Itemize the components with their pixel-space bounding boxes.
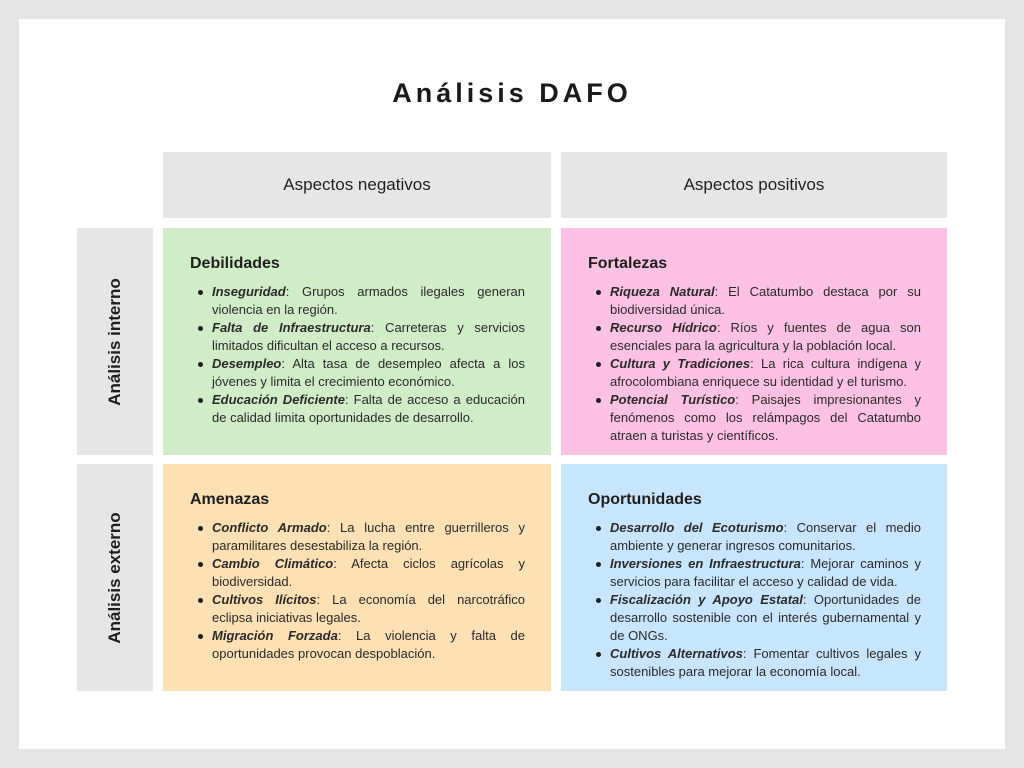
item-term: Desempleo [212, 356, 282, 371]
list-item: Conflicto Armado: La lucha entre guerril… [198, 519, 525, 555]
list-item: Inseguridad: Grupos armados ilegales gen… [198, 283, 525, 319]
quadrant-fortalezas: Fortalezas Riqueza Natural: El Catatumbo… [561, 228, 947, 455]
item-text: : La rica cultura indígena y afrocolombi… [610, 356, 922, 389]
item-text: : Grupos armados ilegales generan violen… [212, 284, 525, 317]
item-text: : Mejorar caminos y servicios para facil… [610, 556, 921, 589]
item-term: Recurso Hídrico [610, 320, 717, 335]
quadrant-title: Debilidades [190, 255, 280, 272]
column-header-positive: Aspectos positivos [561, 152, 947, 218]
row-header-external: Análisis externo [77, 464, 153, 691]
list-item: Cultivos Alternativos: Fomentar cultivos… [596, 645, 921, 681]
item-term: Cultura y Tradiciones [610, 356, 751, 371]
quadrant-title: Fortalezas [588, 255, 668, 272]
item-text: : Carreteras y servicios limitados dific… [212, 320, 525, 353]
list-item: Cambio Climático: Afecta ciclos agrícola… [198, 555, 526, 591]
item-term: Cultivos Alternativos [610, 646, 743, 661]
quadrant-oportunidades: Oportunidades Desarrollo del Ecoturismo:… [561, 464, 947, 691]
item-term: Inseguridad [212, 284, 286, 299]
item-term: Inversiones en Infraestructura [610, 556, 801, 571]
item-list: Desarrollo del Ecoturismo: Conservar el … [588, 519, 921, 681]
list-item: Inversiones en Infraestructura: Mejorar … [596, 555, 921, 591]
item-term: Fiscalización y Apoyo Estatal [610, 592, 803, 607]
item-term: Cambio Climático [212, 556, 334, 571]
item-term: Cultivos Ilícitos [212, 592, 317, 607]
list-item: Desarrollo del Ecoturismo: Conservar el … [596, 519, 921, 555]
list-item: Migración Forzada: La violencia y falta … [198, 627, 525, 663]
list-item: Desempleo: Alta tasa de desempleo afecta… [198, 355, 525, 391]
list-item: Potencial Turístico: Paisajes impresiona… [596, 391, 921, 445]
list-item: Educación Deficiente: Falta de acceso a … [198, 391, 525, 427]
item-list: Conflicto Armado: La lucha entre guerril… [190, 519, 525, 663]
item-text: : El Catatumbo destaca por su biodiversi… [610, 284, 921, 317]
page-title: Análisis DAFO [392, 78, 632, 108]
quadrant-title: Amenazas [190, 491, 270, 508]
column-header-negative: Aspectos negativos [163, 152, 551, 218]
list-item: Cultura y Tradiciones: La rica cultura i… [596, 355, 922, 391]
quadrant-debilidades: Debilidades Inseguridad: Grupos armados … [163, 228, 551, 455]
row-header-internal: Análisis interno [77, 228, 153, 455]
item-term: Desarrollo del Ecoturismo [610, 520, 784, 535]
item-text: : Alta tasa de desempleo afecta a los jó… [212, 356, 525, 389]
item-list: Riqueza Natural: El Catatumbo destaca po… [588, 283, 921, 445]
item-text: : Fomentar cultivos legales y sostenible… [610, 646, 921, 679]
item-text: : La economía del narcotráfico eclipsa i… [212, 592, 525, 625]
item-term: Conflicto Armado [212, 520, 327, 535]
item-text: : La lucha entre guerrilleros y paramili… [212, 520, 525, 553]
item-term: Potencial Turístico [610, 392, 736, 407]
list-item: Cultivos Ilícitos: La economía del narco… [198, 591, 525, 627]
item-term: Migración Forzada [212, 628, 338, 643]
list-item: Recurso Hídrico: Ríos y fuentes de agua … [596, 319, 921, 355]
item-text: : Oportunidades de desarrollo sostenible… [610, 592, 922, 643]
item-term: Educación Deficiente [212, 392, 345, 407]
row-label-external: Análisis externo [105, 511, 124, 644]
quadrant-title: Oportunidades [588, 491, 702, 508]
item-text: : Afecta ciclos agrícolas y biodiversida… [212, 556, 526, 589]
item-term: Falta de Infraestructura [212, 320, 371, 335]
row-label-internal: Análisis interno [105, 277, 124, 406]
item-text: : La violencia y falta de oportunidades … [212, 628, 525, 661]
item-list: Inseguridad: Grupos armados ilegales gen… [190, 283, 525, 427]
quadrant-amenazas: Amenazas Conflicto Armado: La lucha entr… [163, 464, 551, 691]
list-item: Fiscalización y Apoyo Estatal: Oportunid… [596, 591, 922, 645]
item-text: : Conservar el medio ambiente y generar … [610, 520, 921, 553]
list-item: Riqueza Natural: El Catatumbo destaca po… [596, 283, 921, 319]
item-term: Riqueza Natural [610, 284, 715, 299]
item-text: : Ríos y fuentes de agua son esenciales … [610, 320, 921, 353]
list-item: Falta de Infraestructura: Carreteras y s… [198, 319, 525, 355]
item-text: : Falta de acceso a educación de calidad… [212, 392, 525, 425]
item-text: : Paisajes impresionantes y fenómenos co… [610, 392, 921, 443]
